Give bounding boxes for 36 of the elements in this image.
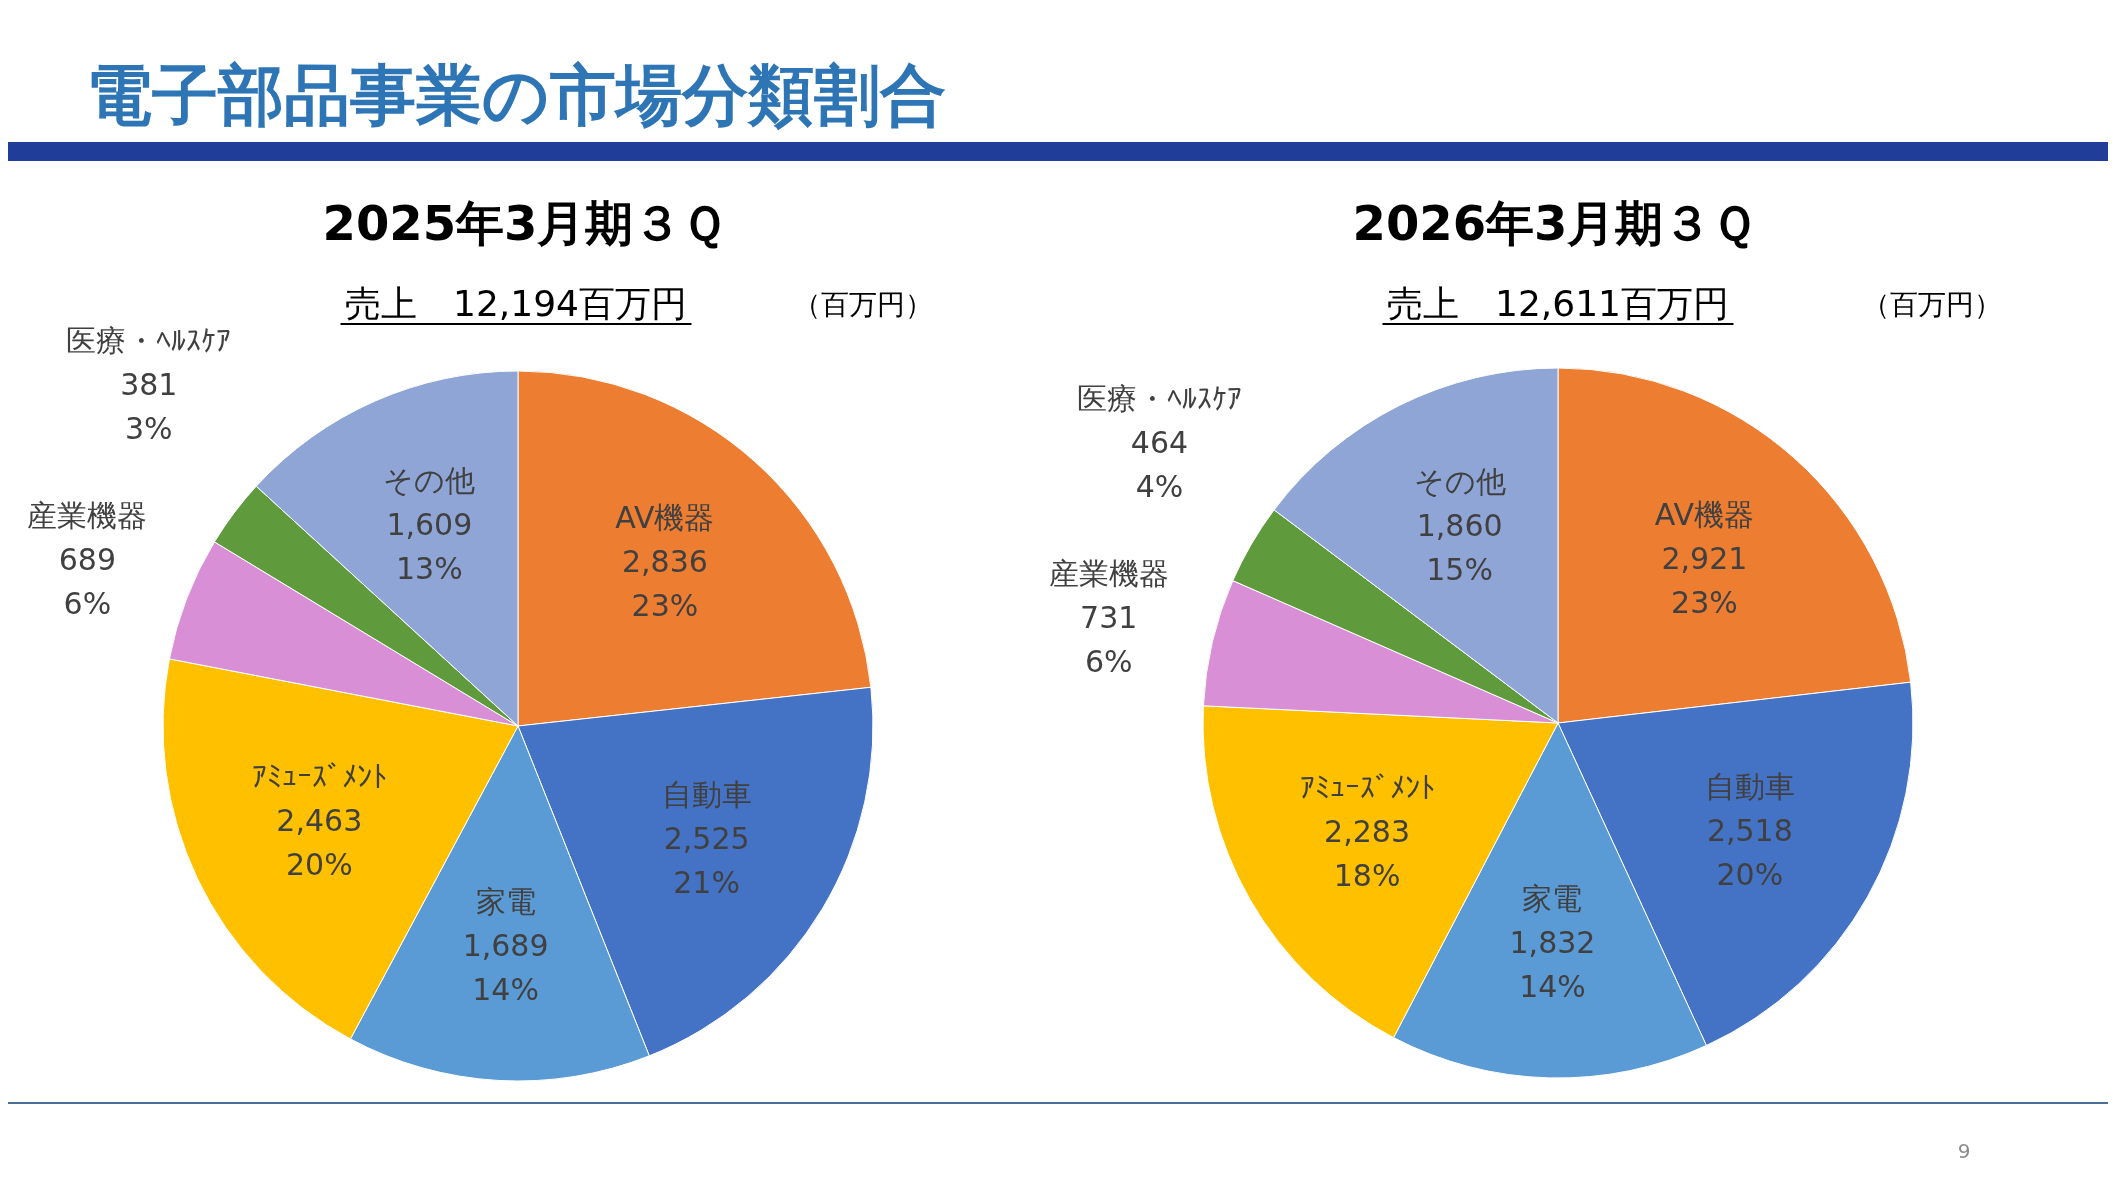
chart-subtitle: 売上 12,194百万円 [345, 283, 687, 324]
slice-label: 家電 [475, 883, 536, 919]
data-label: 1,689 14% [462, 927, 549, 1007]
data-label: 1,860 15% [1416, 508, 1503, 588]
slice-label: 産業機器 [27, 498, 148, 534]
data-label: 2,836 23% [621, 544, 708, 624]
slice-label: 家電 [1522, 881, 1583, 917]
slice-label: 自動車 [661, 777, 752, 813]
data-label: 1,609 13% [386, 506, 473, 586]
data-label: 1,832 14% [1509, 925, 1596, 1005]
data-label: 2,921 23% [1661, 540, 1748, 620]
chart-title: 2025年3月期３Ｑ [322, 195, 726, 251]
data-label: 2,525 21% [663, 821, 750, 901]
text: （百万円） [1862, 288, 2002, 321]
slice-label: ｱﾐｭｰｽﾞﾒﾝﾄ [251, 758, 387, 794]
data-label: 689 6% [58, 542, 116, 622]
slice-label: その他 [383, 462, 476, 498]
slice-label: AV機器 [615, 500, 715, 536]
slice-label: その他 [1413, 464, 1506, 500]
slice-label: 医療・ﾍﾙｽｹｱ [1076, 380, 1242, 416]
slice-label: ｱﾐｭｰｽﾞﾒﾝﾄ [1299, 770, 1435, 806]
slice-label: 自動車 [1704, 768, 1795, 804]
slice-label: 産業機器 [1048, 555, 1169, 591]
data-label: 2,463 20% [276, 802, 363, 882]
slice-label: AV機器 [1654, 496, 1754, 532]
data-label: 2,283 18% [1324, 814, 1410, 894]
data-label: 2,518 20% [1706, 812, 1793, 892]
chart-title: 2026年3月期３Ｑ [1352, 195, 1756, 251]
data-label: 731 6% [1080, 599, 1138, 679]
text: 電子部品事業の市場分類割合 [86, 57, 946, 134]
text: （百万円） [793, 288, 933, 321]
slice-label: 医療・ﾍﾙｽｹｱ [66, 323, 232, 359]
data-label: 464 4% [1130, 424, 1189, 504]
data-label: 381 3% [120, 367, 178, 447]
chart-subtitle: 売上 12,611百万円 [1387, 283, 1729, 324]
text: 9 [1957, 1139, 1971, 1163]
